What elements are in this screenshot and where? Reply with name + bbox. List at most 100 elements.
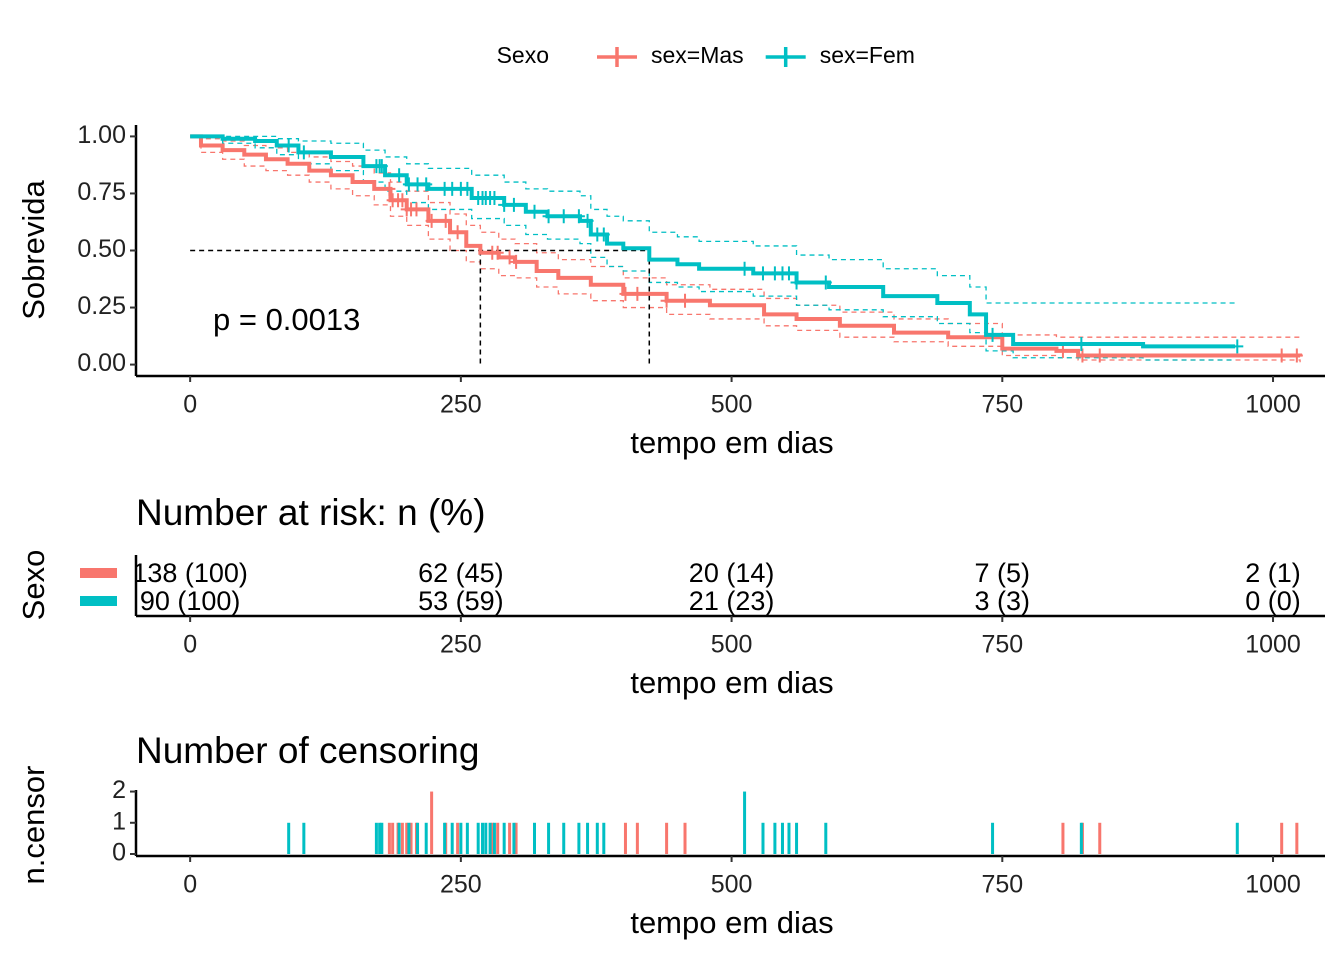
bar xyxy=(1061,822,1065,854)
censor-mark xyxy=(660,293,673,308)
x-tick-label: 0 xyxy=(183,631,197,659)
censor-mark xyxy=(410,202,423,217)
x-tick-label: 500 xyxy=(711,391,753,419)
bar xyxy=(374,822,378,854)
censor-mark xyxy=(756,266,769,281)
bar xyxy=(683,822,687,854)
censor-mark xyxy=(542,209,555,224)
censor-mark xyxy=(510,254,523,269)
bar xyxy=(577,822,581,854)
censor-mark xyxy=(1231,339,1244,354)
risk-value: 62 (45) xyxy=(418,558,504,588)
bar xyxy=(378,822,382,854)
bar xyxy=(430,791,434,854)
survival-curve xyxy=(190,134,1303,358)
censor-mark xyxy=(507,197,520,212)
risk-value: 3 (3) xyxy=(975,586,1031,616)
bar xyxy=(481,822,485,854)
bar xyxy=(1079,822,1083,854)
bar xyxy=(492,822,496,854)
bar xyxy=(547,822,551,854)
censor-mark xyxy=(679,293,692,308)
risk-value: 53 (59) xyxy=(418,586,504,616)
bar xyxy=(465,822,469,854)
bar xyxy=(424,822,428,854)
bar xyxy=(387,822,391,854)
censor-mark xyxy=(738,261,751,276)
bar xyxy=(780,822,784,854)
bar xyxy=(1235,822,1239,854)
censor-mark xyxy=(619,286,632,301)
censor-mark xyxy=(1275,348,1288,363)
censor-mark xyxy=(503,250,516,265)
bar xyxy=(456,822,460,854)
bar xyxy=(514,822,518,854)
y-axis-title: Sobrevida xyxy=(16,179,51,319)
censor-mark xyxy=(393,168,406,183)
bar xyxy=(496,822,500,854)
bar xyxy=(602,822,606,854)
x-axis-title: tempo em dias xyxy=(630,425,833,460)
bar xyxy=(490,822,494,854)
bar xyxy=(397,822,401,854)
bar xyxy=(287,822,291,854)
bar xyxy=(1295,822,1299,854)
x-tick-label: 250 xyxy=(440,631,482,659)
risk-value: 20 (14) xyxy=(689,558,775,588)
bar xyxy=(508,822,512,854)
bar xyxy=(532,822,536,854)
censor-mark xyxy=(572,209,585,224)
censor-mark xyxy=(1056,343,1069,358)
bar xyxy=(409,822,413,854)
y-tick-label: 0 xyxy=(112,839,126,867)
bar xyxy=(743,791,747,854)
bar xyxy=(1280,822,1284,854)
censor-mark xyxy=(986,327,999,342)
risk-value: 0 (0) xyxy=(1245,586,1301,616)
bar xyxy=(635,822,639,854)
censor-mark xyxy=(631,286,644,301)
censor-mark xyxy=(488,191,501,206)
bar xyxy=(665,822,669,854)
bar xyxy=(623,822,627,854)
censor-mark xyxy=(396,193,409,208)
survival-curve xyxy=(190,134,1236,349)
x-tick-label: 1000 xyxy=(1245,391,1301,419)
risk-value: 90 (100) xyxy=(140,586,241,616)
x-tick-label: 250 xyxy=(440,871,482,899)
bar xyxy=(459,822,463,854)
censor-title: Number of censoring xyxy=(136,730,479,771)
bar xyxy=(302,822,306,854)
x-axis-title: tempo em dias xyxy=(630,665,833,700)
bar xyxy=(824,822,828,854)
bar xyxy=(502,822,506,854)
risk-value: 7 (5) xyxy=(975,558,1031,588)
bar xyxy=(476,822,480,854)
x-tick-label: 750 xyxy=(981,631,1023,659)
censor-mark xyxy=(425,213,438,228)
x-tick-label: 1000 xyxy=(1245,871,1301,899)
x-tick-label: 0 xyxy=(183,871,197,899)
risk-value: 138 (100) xyxy=(132,558,248,588)
bar xyxy=(1098,822,1102,854)
bar xyxy=(512,822,516,854)
bar xyxy=(586,822,590,854)
table-body: 138 (100) 62 (45) 20 (14) 7 (5) 2 (1) 90 (100… xyxy=(132,558,1301,616)
bar xyxy=(405,822,409,854)
y-tick-label: 0.00 xyxy=(77,349,126,377)
legend-key xyxy=(597,47,637,67)
p-value: p = 0.0013 xyxy=(213,302,360,337)
bar xyxy=(443,822,447,854)
ci-upper xyxy=(190,135,1236,304)
y-tick-label: 0.50 xyxy=(77,235,126,263)
censor-mark xyxy=(451,225,464,240)
censor-mark xyxy=(282,138,295,153)
censor-mark xyxy=(782,266,795,281)
legend-title: Sexo xyxy=(497,42,549,68)
censor-mark xyxy=(1290,348,1303,363)
censor-mark xyxy=(557,209,570,224)
bar xyxy=(450,822,454,854)
bar xyxy=(407,822,411,854)
legend-label: sex=Mas xyxy=(651,42,744,68)
x-tick-label: 750 xyxy=(981,391,1023,419)
